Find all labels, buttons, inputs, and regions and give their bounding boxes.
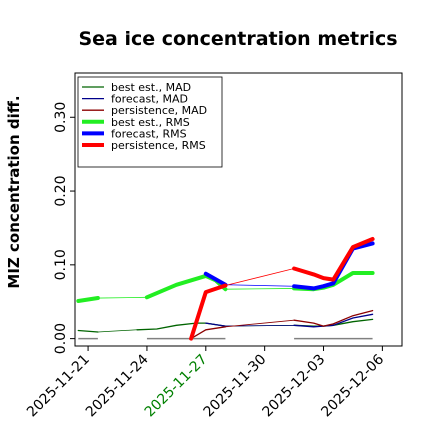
series-line-4-segment-1 xyxy=(292,241,375,291)
legend-label-5: persistence, RMS xyxy=(111,139,206,152)
legend-label-3: best est., RMS xyxy=(111,116,190,129)
y-axis-label: MIZ concentration diff. xyxy=(5,95,23,288)
series-line-2-segment-1 xyxy=(293,309,374,327)
series-line-4-segment-0 xyxy=(203,271,228,287)
series-line-1-segment-0 xyxy=(205,322,227,327)
series-line-2-segment-0 xyxy=(190,326,227,340)
connector-line-3 xyxy=(225,319,295,328)
y-tick-label-1: 0.10 xyxy=(53,249,69,280)
series-line-5-segment-1 xyxy=(292,237,375,282)
legend-label-0: best est., MAD xyxy=(111,81,191,94)
series-line-1-segment-1 xyxy=(293,313,374,328)
series-line-5-segment-0 xyxy=(189,283,228,341)
y-tick-label-2: 0.20 xyxy=(53,175,69,206)
connector-line-6 xyxy=(225,284,295,287)
plot-area xyxy=(76,237,375,341)
chart-title: Sea ice concentration metrics xyxy=(78,28,397,50)
x-tick-label-5: 2025-12-06 xyxy=(318,351,387,420)
series-line-0-segment-0 xyxy=(77,329,99,333)
legend-label-4: forecast, RMS xyxy=(111,127,187,140)
axes-frame xyxy=(74,72,403,347)
connector-line-4 xyxy=(97,296,147,299)
legend-label-1: forecast, MAD xyxy=(111,93,188,106)
connector-line-7 xyxy=(225,268,295,286)
connector-line-5 xyxy=(225,288,295,290)
y-tick-label-0: 0.00 xyxy=(53,323,69,354)
legend-label-2: persistence, MAD xyxy=(111,104,207,117)
series-line-3-segment-0 xyxy=(76,296,100,303)
y-tick-label-3: 0.30 xyxy=(53,102,69,133)
connector-line-0 xyxy=(97,329,138,333)
